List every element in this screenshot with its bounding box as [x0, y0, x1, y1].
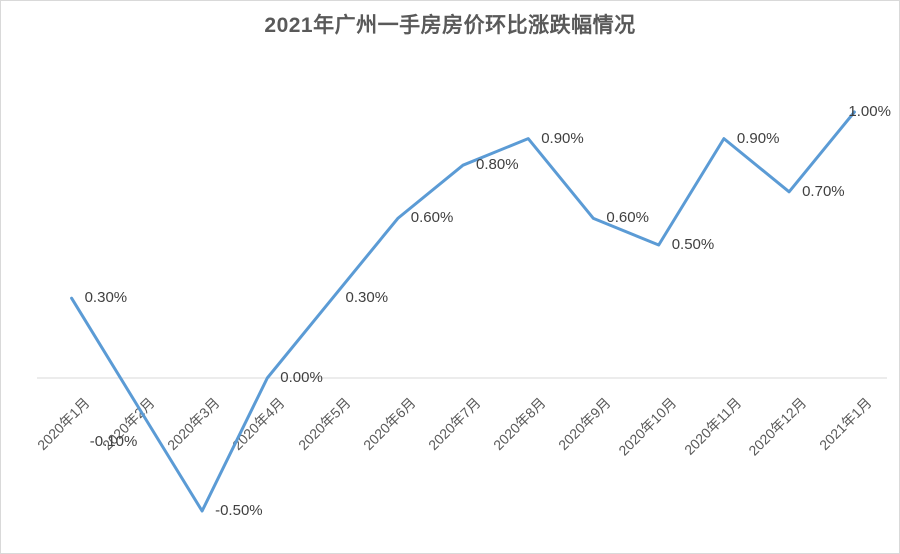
data-point-label: 0.80% [476, 156, 519, 174]
data-point-label: 0.30% [84, 289, 128, 307]
data-point-label: 0.00% [280, 369, 323, 386]
data-point-label: -0.50% [215, 502, 263, 519]
data-point-label: -0.10% [89, 432, 138, 450]
data-point-label: 1.00% [848, 103, 891, 120]
chart-title: 2021年广州一手房房价环比涨跌幅情况 [264, 14, 636, 37]
data-point-label: 0.60% [410, 209, 454, 227]
data-point-label: 0.60% [606, 209, 649, 227]
data-point-label: 0.90% [541, 129, 584, 147]
data-point-label: 0.50% [671, 236, 715, 253]
data-point-label: 0.90% [736, 129, 780, 147]
data-point-label: 0.30% [345, 289, 389, 307]
data-point-label: 0.70% [802, 182, 845, 200]
